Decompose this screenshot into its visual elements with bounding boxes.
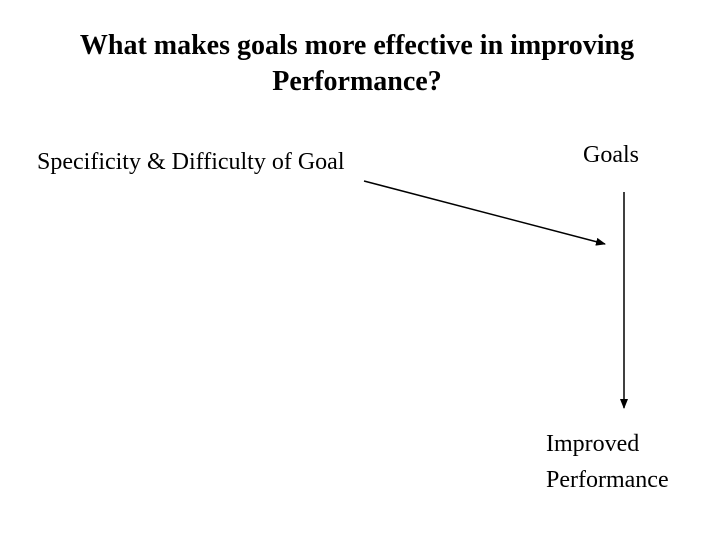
- node-improved-performance-line-1: Improved: [546, 431, 640, 457]
- node-specificity-difficulty: Specificity & Difficulty of Goal: [37, 149, 345, 175]
- slide-title-line-1: What makes goals more effective in impro…: [79, 30, 635, 61]
- node-goals: Goals: [583, 142, 639, 168]
- node-improved-performance: Improved Performance: [546, 426, 669, 498]
- slide-title-line-2: Performance?: [272, 66, 442, 97]
- node-improved-performance-line-2: Performance: [546, 467, 669, 493]
- slide-title: What makes goals more effective in impro…: [0, 28, 714, 100]
- arrow-specificity-to-goals: [363, 180, 606, 246]
